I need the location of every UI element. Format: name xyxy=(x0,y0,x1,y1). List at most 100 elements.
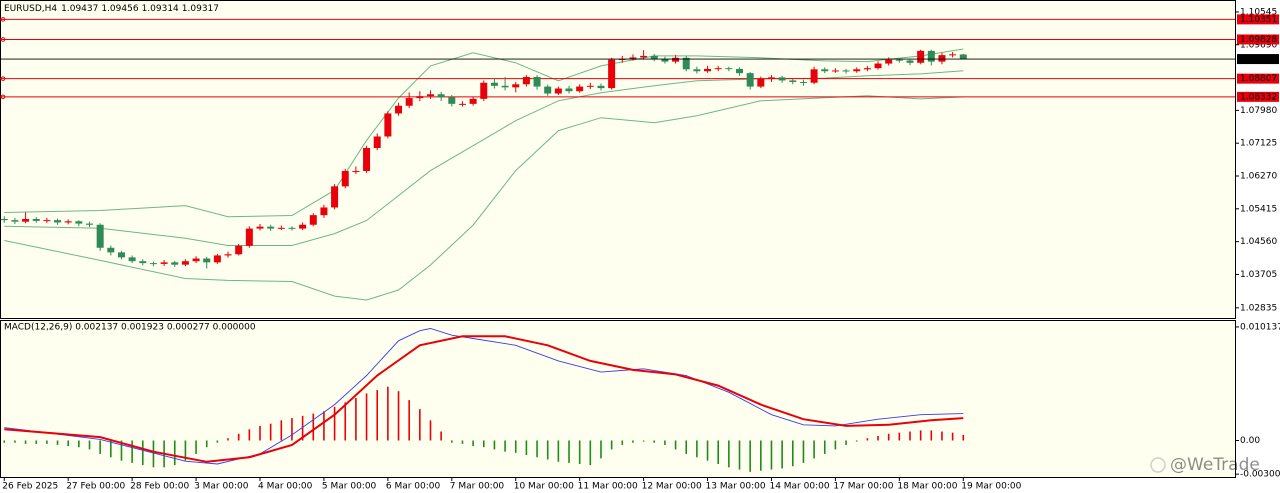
candle-body xyxy=(831,70,839,72)
candle-body xyxy=(320,207,328,216)
x-tick-label: 26 Feb 2025 xyxy=(2,482,58,492)
candle-body xyxy=(426,94,434,97)
candle-body xyxy=(299,224,307,229)
watermark: @WeTrade xyxy=(1150,455,1260,475)
x-tick-label: 10 Mar 00:00 xyxy=(514,482,574,492)
candle-body xyxy=(405,98,413,106)
candle-body xyxy=(107,247,115,253)
candle-body xyxy=(245,228,253,246)
candle-body xyxy=(490,82,498,86)
candle-body xyxy=(117,252,125,258)
candle-body xyxy=(885,59,893,64)
candle-body xyxy=(895,59,903,61)
y-tick-label: 1.07980 xyxy=(1240,106,1277,116)
chart-header: EURUSD,H4 1.09437 1.09456 1.09314 1.09317 xyxy=(4,4,219,14)
level-label: 1.10351 xyxy=(1240,15,1277,25)
plot-layer: 1.10545 1.09690 1.07980 1.07125 1.06270 1.054… xyxy=(0,7,1280,492)
candle-body xyxy=(373,136,381,148)
x-tick-label: 17 Mar 00:00 xyxy=(833,482,893,492)
watermark-text: @WeTrade xyxy=(1170,455,1260,475)
macd-title: MACD(12,26,9) 0.002137 0.001923 0.000277… xyxy=(4,323,256,333)
candle-body xyxy=(938,55,946,62)
candle-body xyxy=(139,261,147,264)
y-tick-label: 1.07125 xyxy=(1240,139,1277,149)
low-value: 1.09314 xyxy=(142,4,179,14)
y-tick-label: 1.05415 xyxy=(1240,204,1277,214)
candle-body xyxy=(522,76,530,85)
candle-body xyxy=(736,68,744,74)
candle-body xyxy=(821,69,829,72)
candle-body xyxy=(448,97,456,104)
candle-body xyxy=(767,77,775,79)
level-label: 1.08332 xyxy=(1240,92,1277,102)
y-tick-label: 1.02835 xyxy=(1240,303,1277,313)
candle-body xyxy=(181,261,189,265)
candle-body xyxy=(629,57,637,59)
candle-body xyxy=(501,85,509,88)
candle-body xyxy=(597,85,605,89)
x-tick-label: 5 Mar 00:00 xyxy=(322,482,377,492)
level-anchor xyxy=(0,17,6,22)
level-anchor xyxy=(0,76,6,81)
candle-body xyxy=(789,80,797,82)
candle-body xyxy=(235,245,243,255)
candle-body xyxy=(437,94,445,98)
candle-body xyxy=(608,59,616,89)
candle-body xyxy=(22,218,30,222)
y-tick-label: 0.010137 xyxy=(1240,322,1280,332)
candle-body xyxy=(544,86,552,94)
candle-body xyxy=(267,226,275,229)
candle-body xyxy=(384,113,392,137)
candle-body xyxy=(927,50,935,62)
candle-body xyxy=(395,105,403,114)
candle-body xyxy=(160,262,168,264)
level-label-box xyxy=(1237,91,1279,102)
level-anchor xyxy=(0,37,6,42)
candle-body xyxy=(11,220,19,222)
candle-body xyxy=(672,57,680,62)
candle-body xyxy=(778,77,786,81)
candle-body xyxy=(725,68,733,70)
x-tick-label: 14 Mar 00:00 xyxy=(769,482,829,492)
y-tick-label: 1.09690 xyxy=(1240,40,1277,50)
candle-body xyxy=(640,55,648,58)
candle-body xyxy=(331,186,339,208)
y-tick-label: -0.003004 xyxy=(1240,470,1280,480)
candle-body xyxy=(810,69,818,83)
candle-body xyxy=(842,70,850,72)
x-tick-label: 13 Mar 00:00 xyxy=(706,482,766,492)
candle-body xyxy=(192,258,200,262)
candle-body xyxy=(799,81,807,83)
candle-body xyxy=(906,60,914,63)
candle-body xyxy=(86,223,94,225)
open-value: 1.09437 xyxy=(61,4,98,14)
candle-body xyxy=(54,220,62,223)
candle-body xyxy=(693,69,701,72)
candle-body xyxy=(650,55,658,59)
candle-body xyxy=(213,255,221,263)
candle-body xyxy=(533,76,541,87)
close-value: 1.09317 xyxy=(182,4,219,14)
symbol: EURUSD,H4 xyxy=(4,4,57,14)
x-tick-label: 27 Feb 00:00 xyxy=(66,482,125,492)
x-tick-label: 3 Mar 00:00 xyxy=(194,482,249,492)
candle-body xyxy=(96,224,104,248)
candle-body xyxy=(203,258,211,263)
y-tick-label: 1.06270 xyxy=(1240,172,1277,182)
x-tick-label: 19 Mar 00:00 xyxy=(961,482,1021,492)
y-tick-label: 1.04560 xyxy=(1240,237,1277,247)
x-tick-label: 18 Mar 00:00 xyxy=(897,482,957,492)
candle-body xyxy=(757,78,765,87)
candle-body xyxy=(416,96,424,99)
bollinger-line xyxy=(4,95,964,301)
candle-body xyxy=(853,69,861,72)
candle-body xyxy=(554,88,562,94)
candle-body xyxy=(0,218,8,221)
candle-body xyxy=(469,98,477,104)
candle-body xyxy=(917,50,925,63)
y-tick-label: 1.03705 xyxy=(1240,270,1277,280)
signal-line xyxy=(4,335,964,463)
level-label: 1.08807 xyxy=(1240,74,1277,84)
candle-body xyxy=(746,73,754,87)
